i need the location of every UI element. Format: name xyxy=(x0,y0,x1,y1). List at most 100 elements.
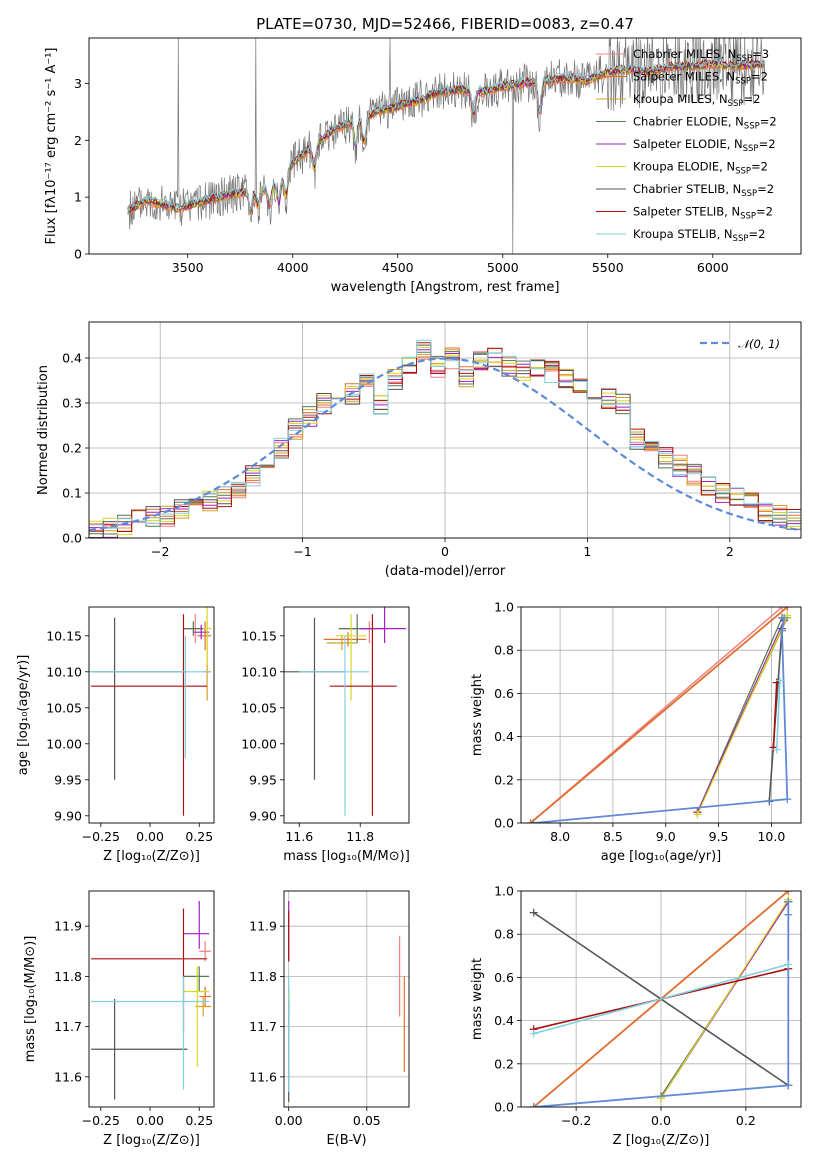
weight-vs-age-panel: 8.0 8.5 9.0 9.5 10.0 0.0 0.2 0.4 0.6 0.8 1.0 age [l… xyxy=(470,600,802,864)
x-tick-label: 0.0 xyxy=(651,1113,671,1128)
y-tick-label: 0.4 xyxy=(494,1013,514,1028)
x-tick-label: 10.0 xyxy=(757,829,785,844)
plot-area xyxy=(89,607,212,816)
y-tick-label: 10.05 xyxy=(241,700,277,715)
weight-line-6 xyxy=(696,615,788,815)
legend-entry-5: Salpeter ELODIE, NSSP=2 xyxy=(633,137,776,154)
y-tick-label: 11.6 xyxy=(249,1069,277,1084)
y-tick-label: 0.4 xyxy=(62,351,82,366)
observed-spectrum xyxy=(127,38,766,254)
y-tick-label: 0.6 xyxy=(494,970,514,985)
y-axis-label: Normed distribution xyxy=(36,365,51,495)
weight-marker-9 xyxy=(529,1103,538,1107)
y-tick-label: 1 xyxy=(74,190,82,205)
weight-marker-9 xyxy=(780,613,789,622)
weight-marker-2 xyxy=(783,607,792,611)
x-tick-label: 8.5 xyxy=(603,829,623,844)
plot-area xyxy=(526,607,792,823)
y-tick-label: 11.8 xyxy=(249,969,277,984)
legend-entry-4: Chabrier ELODIE, NSSP=2 xyxy=(633,115,777,132)
x-tick-label: 3500 xyxy=(172,260,204,275)
legend-entry-6: Kroupa ELODIE, NSSP=2 xyxy=(633,160,768,177)
legend-entry-1: Chabrier MILES, NSSP=3 xyxy=(633,47,769,64)
model-spectrum-9 xyxy=(127,58,765,213)
legend-entry-2: Salpeter MILES, NSSP=2 xyxy=(633,70,768,87)
weight-marker-9 xyxy=(529,819,538,823)
weight-marker-2 xyxy=(526,819,535,823)
y-tick-label: 3 xyxy=(74,76,82,91)
weight-marker-2 xyxy=(784,891,793,895)
y-tick-label: 9.90 xyxy=(249,808,277,823)
weight-line-9 xyxy=(533,617,789,823)
legend-entry-8: Salpeter STELIB, NSSP=2 xyxy=(633,205,773,222)
x-tick-label: 5500 xyxy=(592,260,624,275)
weight-marker-10 xyxy=(775,676,784,685)
y-tick-label: 10.15 xyxy=(46,628,82,643)
weight-marker-1 xyxy=(777,607,786,611)
y-tick-label: 0.2 xyxy=(62,441,82,456)
y-tick-label: 0.2 xyxy=(494,772,514,787)
legend-entry-7: Chabrier STELIB, NSSP=2 xyxy=(633,182,774,199)
age-vs-metallicity-panel: −0.25 0.00 0.25 9.90 9.95 10.00 10.05 10.10 10.1… xyxy=(16,606,215,864)
x-tick-label: −2 xyxy=(151,544,169,559)
y-tick-label: 0.0 xyxy=(494,1100,514,1115)
axes-frame xyxy=(88,890,215,1108)
mass-vs-metallicity-panel: −0.25 0.00 0.25 11.6 11.7 11.8 11.9 Z [log₁₀(Z/… xyxy=(23,890,215,1148)
legend-entry-9: Kroupa STELIB, NSSP=2 xyxy=(633,227,765,244)
y-tick-label: 2 xyxy=(74,133,82,148)
axes-frame xyxy=(520,890,802,1108)
y-tick-label: 0 xyxy=(74,247,82,262)
plot-area xyxy=(284,607,406,816)
y-axis-label: Flux [fλ10⁻¹⁷ erg cm⁻² s⁻¹ A⁻¹] xyxy=(44,48,59,245)
weight-marker-9 xyxy=(777,626,786,635)
x-tick-label: 0.00 xyxy=(136,829,164,844)
axes-frame xyxy=(88,37,802,255)
y-tick-label: 0.8 xyxy=(494,927,514,942)
x-tick-label: 4000 xyxy=(277,260,309,275)
model-spectrum-8 xyxy=(127,58,765,211)
y-tick-label: 1.0 xyxy=(494,600,514,615)
y-tick-label: 1.0 xyxy=(494,884,514,899)
x-tick-label: 11.8 xyxy=(346,829,374,844)
x-tick-label: −0.2 xyxy=(561,1113,591,1128)
x-tick-label: −0.25 xyxy=(82,829,120,844)
x-axis-label: E(B-V) xyxy=(326,1133,366,1148)
x-tick-label: 9.5 xyxy=(709,829,729,844)
weight-line-5 xyxy=(696,619,785,813)
plot-area xyxy=(127,38,766,254)
legend-entry-3: Kroupa MILES, NSSP=2 xyxy=(633,92,760,109)
y-tick-label: 11.9 xyxy=(54,919,82,934)
weight-marker-10 xyxy=(772,745,781,754)
weight-line-10 xyxy=(775,680,781,750)
x-tick-label: 11.6 xyxy=(285,829,313,844)
x-axis-label: Z [log₁₀(Z/Z⊙)] xyxy=(103,1133,200,1148)
x-tick-label: 4500 xyxy=(382,260,414,275)
y-tick-label: 9.90 xyxy=(54,808,82,823)
x-tick-label: 2 xyxy=(726,544,734,559)
x-axis-label: Z [log₁₀(Z/Z⊙)] xyxy=(103,849,200,864)
x-tick-label: 8.0 xyxy=(550,829,570,844)
axes-frame xyxy=(88,321,802,539)
y-axis-label: mass [log₁₀(M/M⊙)] xyxy=(23,936,38,1063)
y-tick-label: 0.0 xyxy=(62,531,82,546)
x-axis-label: age [log₁₀(age/yr)] xyxy=(601,849,722,864)
y-tick-label: 0.3 xyxy=(62,396,82,411)
y-tick-label: 0.4 xyxy=(494,729,514,744)
y-tick-label: 0.8 xyxy=(494,643,514,658)
x-axis-label: wavelength [Angstrom, rest frame] xyxy=(331,280,560,295)
normal-curve xyxy=(89,357,801,532)
axes-frame xyxy=(283,890,410,1108)
y-axis-label: age [log₁₀(age/yr)] xyxy=(16,655,31,776)
y-tick-label: 0.2 xyxy=(494,1056,514,1071)
x-tick-label: 0.25 xyxy=(185,1113,213,1128)
histogram-step-9 xyxy=(89,339,801,529)
y-tick-label: 11.7 xyxy=(249,1019,277,1034)
x-tick-label: 1 xyxy=(583,544,591,559)
x-tick-label: 0 xyxy=(441,544,449,559)
plot-area xyxy=(89,339,801,538)
y-axis-label: mass weight xyxy=(470,958,485,1040)
y-tick-label: 11.9 xyxy=(249,919,277,934)
weight-marker-9 xyxy=(784,910,793,919)
weight-marker-9 xyxy=(783,795,792,804)
